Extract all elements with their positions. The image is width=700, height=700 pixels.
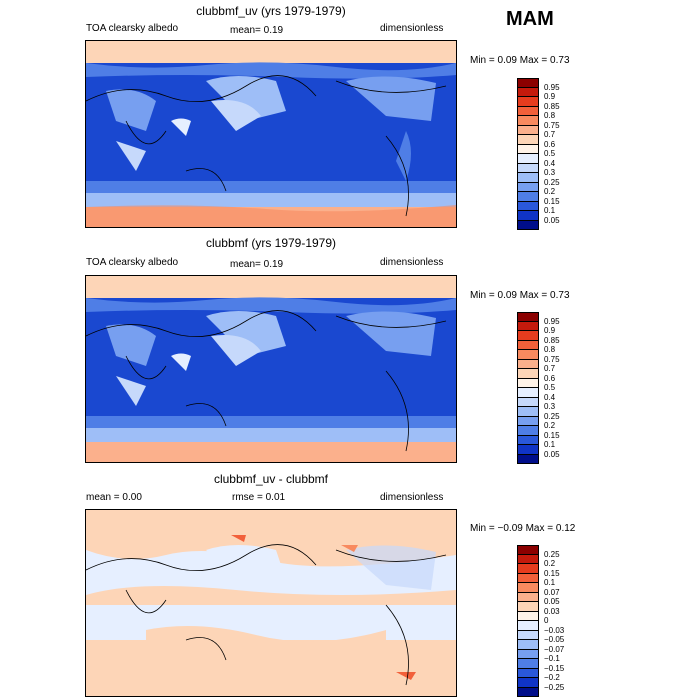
colorbar-label: 0.8 <box>544 111 556 120</box>
colorbar-label: 0.95 <box>544 316 560 326</box>
panel-3-mean: mean = 0.00 <box>86 492 142 503</box>
colorbar-label: −0.25 <box>544 682 565 692</box>
colorbar-label: 0.75 <box>544 354 560 364</box>
colorbar-label: 0.3 <box>544 402 556 411</box>
colorbar-label: 0.05 <box>544 449 560 459</box>
colorbar-label: 0.2 <box>544 559 556 568</box>
colorbar-label: 0.9 <box>544 326 556 335</box>
colorbar-label: 0.5 <box>544 149 556 158</box>
colorbar-frame <box>517 312 539 464</box>
colorbar-label: 0.85 <box>544 335 560 345</box>
colorbar-frame <box>517 545 539 697</box>
panel-3-rmse: rmse = 0.01 <box>232 492 286 503</box>
panel-3-map <box>85 509 457 697</box>
colorbar-label: 0.15 <box>544 430 560 440</box>
panel-1-minmax: Min = 0.09 Max = 0.73 <box>470 55 570 66</box>
panel-1-units: dimensionless <box>380 23 444 34</box>
colorbar-label: −0.05 <box>544 635 565 644</box>
colorbar-label: 0.07 <box>544 587 560 597</box>
colorbar-label: 0.15 <box>544 196 560 206</box>
panel-3-minmax: Min = −0.09 Max = 0.12 <box>470 523 576 534</box>
colorbar-label: −0.07 <box>544 644 565 654</box>
season-label: MAM <box>506 8 554 30</box>
panel-3-title: clubbmf_uv - clubbmf <box>213 472 329 486</box>
colorbar-label: 0.8 <box>544 345 556 354</box>
colorbar-label: 0.9 <box>544 92 556 101</box>
colorbar-label: 0.25 <box>544 177 560 187</box>
panel-1-title: clubbmf_uv (yrs 1979-1979) <box>196 4 346 18</box>
colorbar-label: 0.1 <box>544 578 556 587</box>
panel-1-variable: TOA clearsky albedo <box>86 23 179 34</box>
colorbar-label: −0.1 <box>544 654 560 663</box>
panel-2-map <box>85 275 457 463</box>
colorbar-label: 0 <box>544 616 549 625</box>
colorbar-label: 0.6 <box>544 139 556 149</box>
colorbar-frame <box>517 78 539 230</box>
colorbar-label: 0.15 <box>544 568 560 578</box>
colorbar-label: −0.15 <box>544 663 565 673</box>
colorbar-label: 0.1 <box>544 440 556 449</box>
colorbar-label: 0.2 <box>544 421 556 430</box>
panel-3-units: dimensionless <box>380 492 444 503</box>
colorbar-label: 0.03 <box>544 606 560 616</box>
colorbar-label: 0.05 <box>544 215 560 225</box>
colorbar-label: 0.2 <box>544 187 556 196</box>
colorbar-label: 0.7 <box>544 130 556 139</box>
colorbar-label: 0.05 <box>544 597 560 606</box>
colorbar-label: 0.25 <box>544 411 560 421</box>
colorbar-label: 0.75 <box>544 120 560 130</box>
panel-2-minmax: Min = 0.09 Max = 0.73 <box>470 290 570 301</box>
colorbar-label: 0.1 <box>544 206 556 215</box>
colorbar-label: 0.5 <box>544 383 556 392</box>
colorbar-label: 0.25 <box>544 549 560 559</box>
colorbar-label: 0.4 <box>544 158 556 168</box>
panel-1-map <box>85 40 457 228</box>
colorbar-label: 0.95 <box>544 82 560 92</box>
panel-1-mean: mean= 0.19 <box>230 25 284 36</box>
panel-2-title: clubbmf (yrs 1979-1979) <box>205 236 337 250</box>
colorbar-label: 0.4 <box>544 392 556 402</box>
colorbar-label: −0.2 <box>544 673 560 682</box>
colorbar-label: 0.6 <box>544 373 556 383</box>
panel-2-units: dimensionless <box>380 257 444 268</box>
colorbar-label: −0.03 <box>544 625 565 635</box>
colorbar-label: 0.7 <box>544 364 556 373</box>
panel-2-mean: mean= 0.19 <box>230 259 284 270</box>
colorbar-label: 0.3 <box>544 168 556 177</box>
panel-2-variable: TOA clearsky albedo <box>86 257 179 268</box>
colorbar-label: 0.85 <box>544 101 560 111</box>
